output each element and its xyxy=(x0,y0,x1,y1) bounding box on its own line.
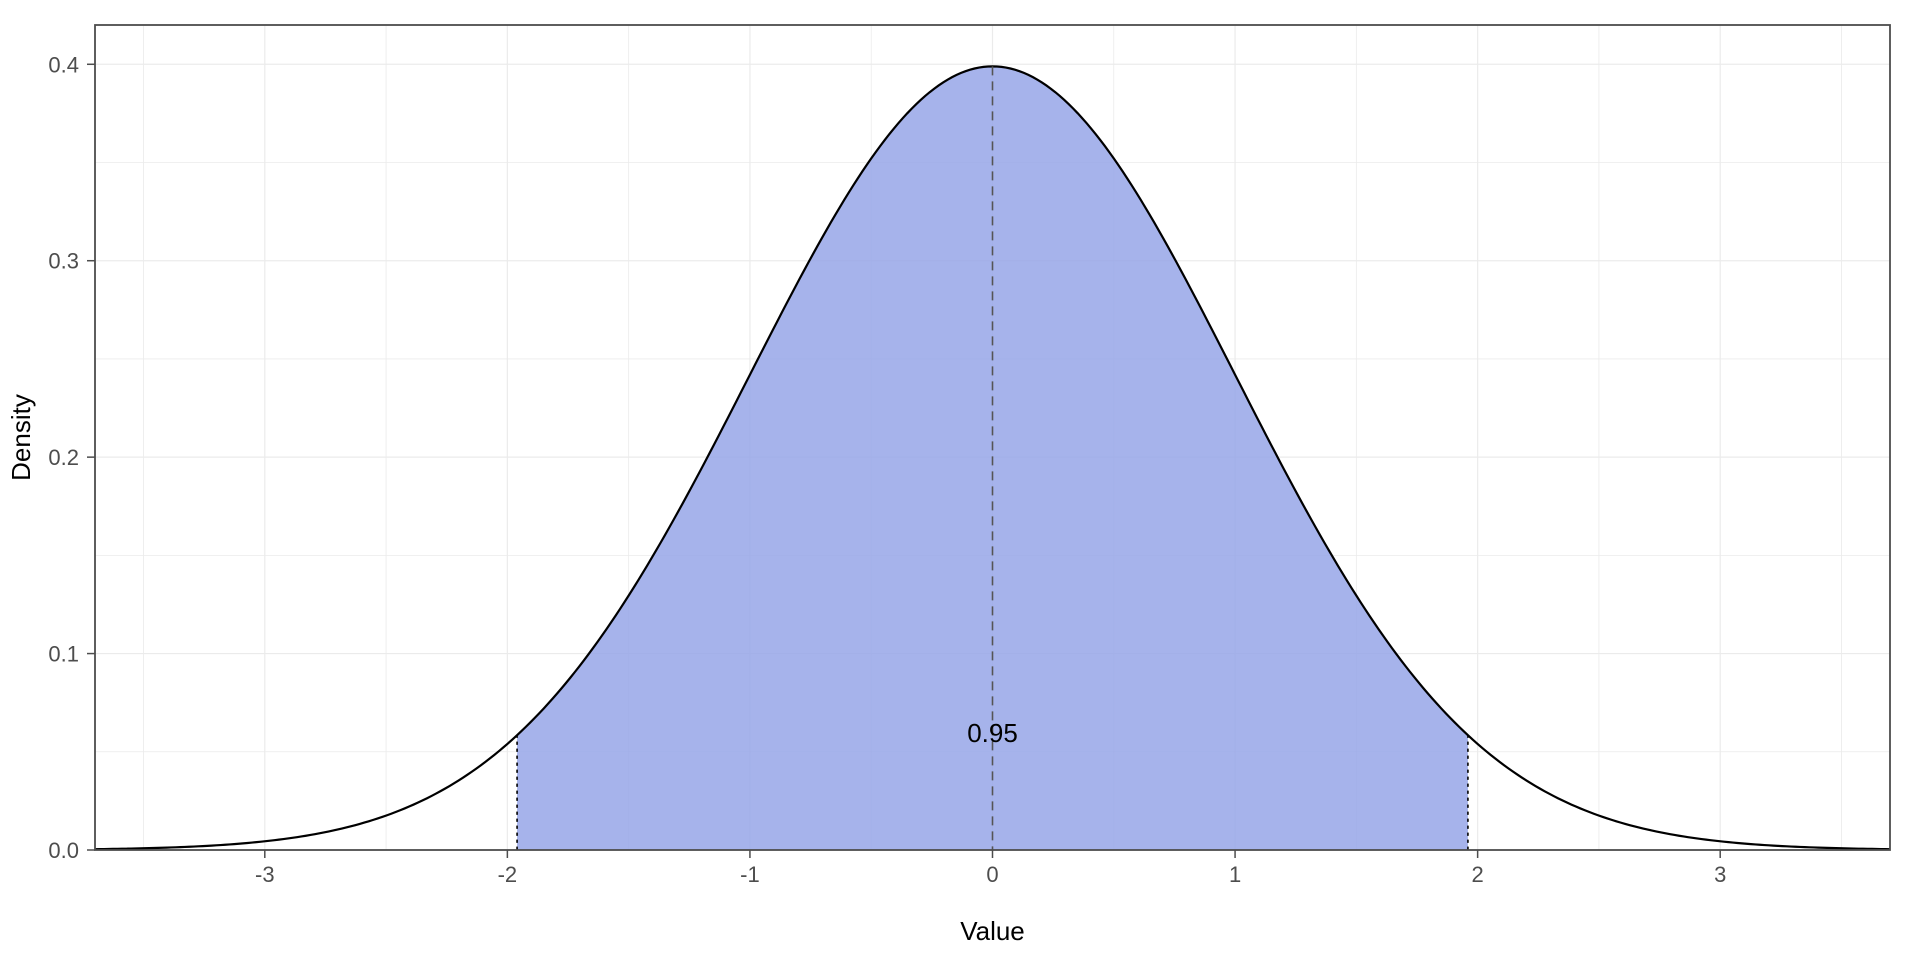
x-tick-label-3: 3 xyxy=(1714,862,1726,887)
x-tick-label--2: -2 xyxy=(498,862,518,887)
plot-area: -3 -2 -1 0 1 2 3 0.0 0.1 0.2 0.3 0.4 Value Density 0.9… xyxy=(6,25,1890,946)
y-tick-label-0.0: 0.0 xyxy=(48,838,79,863)
probability-annotation-label: 0.95 xyxy=(967,718,1018,748)
normal-distribution-chart: -3 -2 -1 0 1 2 3 0.0 0.1 0.2 0.3 0.4 Value Density 0.9… xyxy=(0,0,1920,960)
y-tick-label-0.2: 0.2 xyxy=(48,445,79,470)
x-tick-label-1: 1 xyxy=(1229,862,1241,887)
y-tick-label-0.3: 0.3 xyxy=(48,249,79,274)
y-tick-label-0.4: 0.4 xyxy=(48,52,79,77)
x-axis-title: Value xyxy=(960,916,1025,946)
x-tick-label--1: -1 xyxy=(740,862,760,887)
y-tick-label-0.1: 0.1 xyxy=(48,642,79,667)
x-tick-label-2: 2 xyxy=(1472,862,1484,887)
x-tick-label-0: 0 xyxy=(986,862,998,887)
y-axis-title: Density xyxy=(6,394,36,481)
x-tick-label--3: -3 xyxy=(255,862,275,887)
chart-svg: -3 -2 -1 0 1 2 3 0.0 0.1 0.2 0.3 0.4 Value Density 0.9… xyxy=(0,0,1920,960)
